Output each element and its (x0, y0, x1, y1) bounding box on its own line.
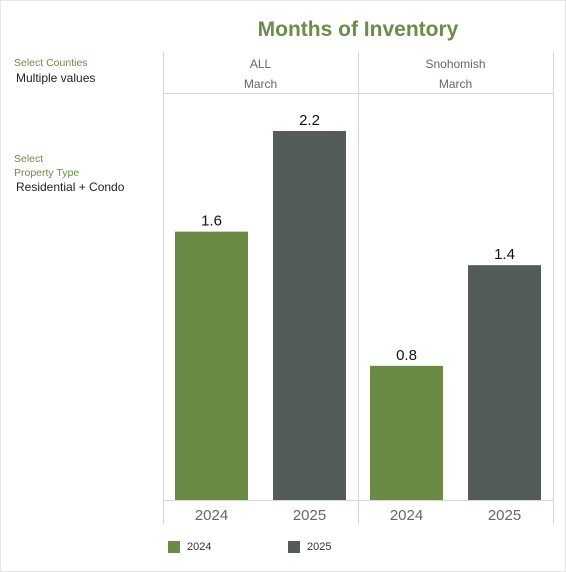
chart-title: Months of Inventory (257, 18, 459, 41)
bar-all-2024[interactable] (175, 231, 248, 501)
property-type-filter-value[interactable]: Residential + Condo (16, 180, 125, 194)
legend-item-2024: 2024 (168, 541, 211, 553)
left-border-line (163, 52, 164, 524)
right-border-line (553, 52, 554, 524)
county-filter-label: Select Counties (14, 57, 88, 69)
legend-label-2024: 2024 (187, 541, 212, 553)
data-label-snohomish-2024: 0.8 (396, 347, 417, 364)
legend-item-2025: 2025 (288, 541, 331, 553)
legend-swatch-2025 (288, 541, 300, 553)
panel-all-month: March (243, 77, 278, 91)
panel-divider-line (358, 52, 359, 524)
data-label-all-2025: 2.2 (299, 112, 320, 129)
panel-snohomish-county: Snohomish (425, 57, 486, 71)
data-label-all-2024: 1.6 (201, 213, 222, 230)
x-tick-label-all-2024: 2024 (195, 507, 228, 524)
x-tick-label-snohomish-2025: 2025 (488, 507, 521, 524)
property-type-filter-label: Select Property Type (14, 153, 80, 179)
data-label-snohomish-2025: 1.4 (494, 246, 515, 263)
header-divider-line (163, 93, 554, 94)
x-tick-label-all-2025: 2025 (293, 507, 326, 524)
panel-snohomish-month: March (438, 77, 473, 91)
county-filter-value[interactable]: Multiple values (16, 71, 96, 85)
bar-all-2025[interactable] (273, 131, 346, 500)
x-tick-label-snohomish-2024: 2024 (390, 507, 423, 524)
bar-snohomish-2025[interactable] (468, 265, 541, 500)
baseline-line (163, 500, 554, 501)
legend-label-2025: 2025 (307, 541, 332, 553)
bar-snohomish-2024[interactable] (370, 365, 443, 500)
legend-swatch-2024 (168, 541, 180, 553)
panel-all-county: ALL (249, 57, 272, 71)
